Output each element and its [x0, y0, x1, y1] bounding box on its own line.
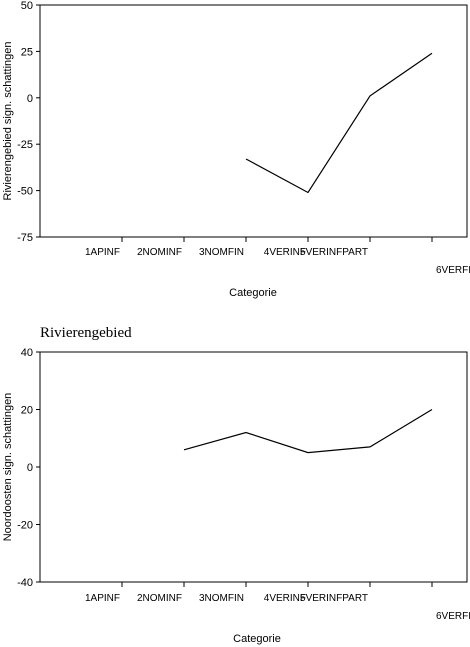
x-tick-label: 2NOMINF: [137, 247, 182, 258]
chart-title: Rivierengebied: [40, 325, 132, 341]
y-tick-label: -75: [17, 232, 33, 244]
y-tick-label: -25: [17, 139, 33, 151]
x-tick-label: 5VERINFPART: [300, 593, 368, 604]
chart-top: 50 25 0 -25 -50 -75 1APINF 2NOMINF 3NOMFIN 4VERI…: [2, 0, 470, 299]
x-tick-label: 3NOMFIN: [199, 593, 244, 604]
x-axis-label: Categorie: [229, 287, 277, 299]
series-lines: [245, 52, 433, 194]
plot-frame: [39, 351, 468, 583]
y-tick-label: 50: [21, 0, 33, 12]
y-tick-label: -50: [17, 186, 33, 198]
series-line: [245, 52, 433, 194]
plot-frame: [39, 4, 468, 238]
x-tick-label: 1APINF: [85, 247, 120, 258]
x-tick-label: 2NOMINF: [137, 593, 182, 604]
y-axis: 50 25 0 -25 -50 -75: [17, 0, 40, 244]
y-tick-label: -40: [17, 577, 33, 589]
x-tick-label: 6VERFIN: [436, 611, 470, 622]
y-tick-label: 25: [21, 46, 33, 58]
y-tick-label: 20: [21, 405, 33, 417]
y-axis-label: Rivierengebied sign. schattingen: [2, 42, 14, 201]
y-tick-label: 40: [21, 347, 33, 359]
y-tick-label: 0: [27, 462, 33, 474]
y-tick-label: -20: [17, 520, 33, 532]
x-axis-label: Categorie: [233, 633, 281, 645]
x-tick-label: 3NOMFIN: [199, 247, 244, 258]
chart-bottom: Rivierengebied 40 20 0 -20 -40 1APINF 2NOMINF…: [2, 325, 470, 645]
x-tick-label: 4VERINF: [264, 593, 306, 604]
y-axis: 40 20 0 -20 -40: [17, 347, 40, 589]
y-tick-label: 0: [27, 93, 33, 105]
x-tick-label: 6VERFIN: [436, 265, 470, 276]
series-lines: [183, 408, 433, 454]
x-tick-label: 5VERINFPART: [300, 247, 368, 258]
series-line: [183, 408, 433, 454]
x-tick-label: 4VERINF: [264, 247, 306, 258]
x-tick-label: 1APINF: [85, 593, 120, 604]
y-axis-label: Noordoosten sign. schattingen: [2, 393, 14, 542]
